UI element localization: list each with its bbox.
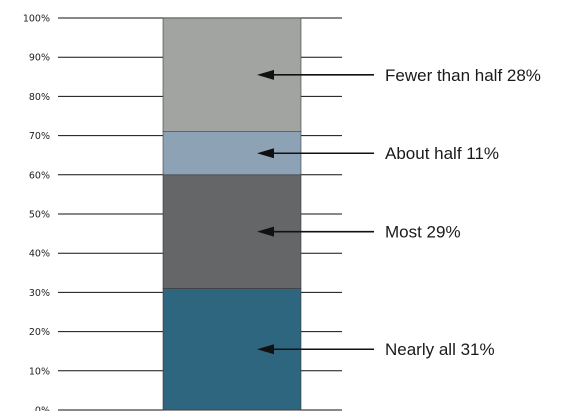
arrowhead-icon <box>257 226 274 237</box>
segment-label: Nearly all 31% <box>385 340 495 359</box>
segment-label: About half 11% <box>385 144 499 163</box>
segment-label: Fewer than half 28% <box>385 66 541 85</box>
y-axis-tick-labels: 0% 10% 20% 30% 40% 50% 60% 70% 80% 90% 100% <box>23 14 50 411</box>
y-tick-label: 20% <box>29 327 50 338</box>
y-tick-label: 70% <box>29 131 50 142</box>
stacked-bar <box>162 17 302 411</box>
y-tick-label: 80% <box>29 92 50 103</box>
y-tick-label: 40% <box>29 249 50 260</box>
y-tick-label: 60% <box>29 170 50 181</box>
y-tick-label: 50% <box>29 210 50 221</box>
y-tick-label: 10% <box>29 366 50 377</box>
segment-label: Most 29% <box>385 223 461 242</box>
y-tick-label: 30% <box>29 288 50 299</box>
y-tick-label: 90% <box>29 53 50 64</box>
bar-segment <box>162 131 302 176</box>
y-tick-label: 0% <box>35 406 50 411</box>
arrowhead-icon <box>257 148 274 159</box>
segment-annotations: Nearly all 31% Most 29% About half 11% Fewe… <box>257 66 541 359</box>
y-tick-label: 100% <box>23 14 50 25</box>
arrowhead-icon <box>257 69 274 80</box>
arrowhead-icon <box>257 344 274 355</box>
